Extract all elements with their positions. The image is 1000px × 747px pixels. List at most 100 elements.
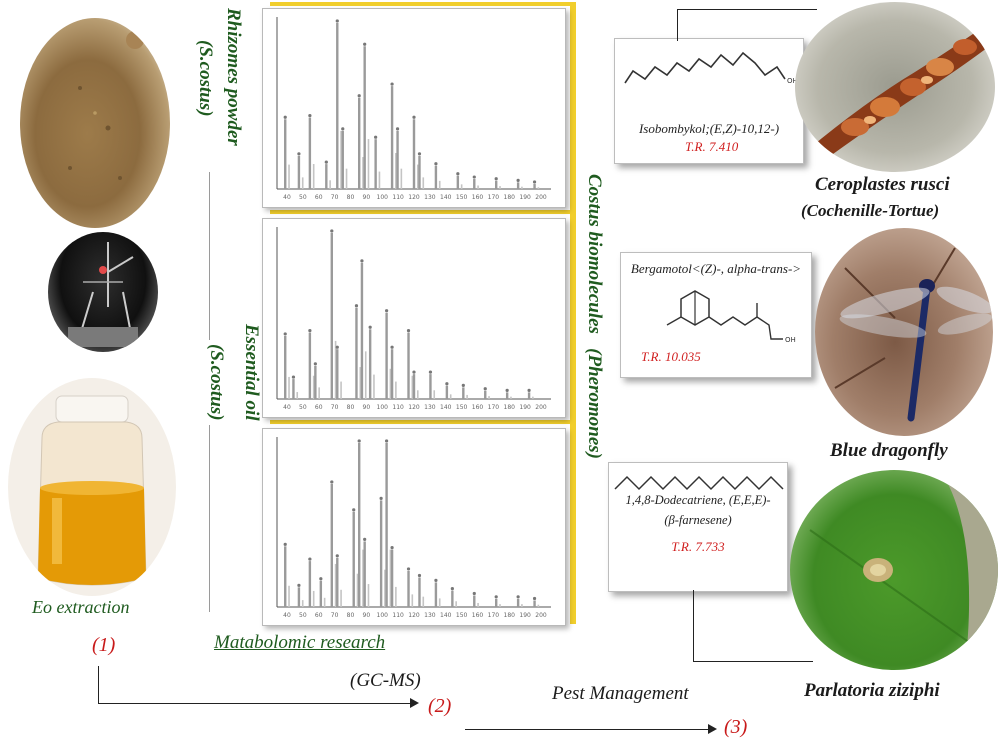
spectrum-tick-label: 70 (331, 194, 339, 201)
spectrum-tick-label: 150 (456, 404, 468, 411)
compound-2-name: Bergamotol<(Z)-, alpha-trans-> (630, 261, 802, 276)
powder-texture-icon (68, 31, 144, 180)
spectrum-minor-peak (359, 367, 362, 399)
spectrum-minor-peak (395, 586, 397, 607)
spectrum-peak (308, 332, 312, 399)
spectrum-peak-marker (532, 596, 537, 601)
spectrum-minor-peak (395, 381, 397, 399)
spectrum-peak-marker (406, 329, 411, 333)
spectrum-tick-label: 160 (472, 612, 484, 619)
spectrum-minor-peak (422, 177, 425, 189)
ceroplastes-rusci-image (795, 2, 995, 172)
spectrum-peak (418, 577, 421, 607)
spectrum-separator-1 (270, 210, 576, 214)
spectrum-peak (473, 595, 476, 607)
flow-line-to-3 (465, 729, 711, 730)
rhizomes-species-label: (S.costus) (195, 40, 216, 117)
spectrum-minor-peak (288, 164, 290, 189)
spectrum-essential-oil: 40 50 60 70 80 90 100 110 120 130 140 150 160 170 180 1… (262, 218, 566, 418)
spectrum-peak (527, 392, 531, 399)
spectrum-peak-marker (374, 135, 378, 139)
spectrum-peak-marker (456, 172, 460, 176)
spectrum-minor-peak (411, 375, 414, 399)
spectrum-peak (533, 600, 536, 607)
spectrum-peak-marker (352, 508, 356, 512)
spectrum-tick-label: 100 (377, 194, 389, 201)
spectrum-peak (363, 541, 366, 607)
spectrum-tick-label: 180 (504, 404, 516, 411)
spectrum-tick-label: 140 (440, 612, 452, 619)
spectrum-tick-label: 190 (519, 194, 531, 201)
spectrum-tick-label: 50 (299, 404, 307, 411)
spectrum-peak (407, 570, 410, 607)
flow-line-down (98, 666, 99, 704)
leaf-scale-insect-icon (809, 470, 998, 670)
spectrum-tick-label: 110 (392, 194, 404, 201)
spectrum-minor-peak (340, 381, 342, 399)
spectrum-pheromone-chart: 40 50 60 70 80 90 100 110 120 130 140 150 160 170 180 1… (276, 437, 551, 619)
spectrum-peak-marker (379, 496, 383, 500)
compound-2-tr: T.R. 10.035 (641, 349, 701, 364)
spectrum-peak-marker (308, 329, 312, 333)
spectrum-peak (445, 385, 449, 399)
spectrum-minor-peak (438, 180, 441, 189)
spectrum-peak (284, 546, 287, 607)
spectrum-peak-marker (445, 382, 449, 386)
spectrum-peak-marker (354, 304, 359, 308)
costus-biomolecules-label: Costus biomolecules (Pheromones) (584, 174, 605, 460)
spectrum-minor-peak (532, 396, 534, 399)
svg-text:OH: OH (785, 336, 796, 344)
spectrum-peak (336, 349, 339, 399)
spectrum-peak (368, 329, 372, 399)
compound-1-tr: T.R. 7.410 (685, 139, 739, 154)
svg-text:OH: OH (787, 77, 798, 85)
eo-extraction-label: Eo extraction (32, 597, 130, 617)
parlatoria-ziziphi-label: Parlatoria ziziphi (804, 680, 940, 701)
spectrum-peak-marker (385, 309, 389, 313)
spectrum-minor-peak (466, 394, 468, 399)
spectrum-peak (325, 164, 328, 189)
spectrum-minor-peak (422, 596, 425, 607)
spectrum-peak-marker (319, 577, 323, 581)
spectrum-peak-marker (357, 439, 361, 443)
spectrum-peak (516, 598, 520, 607)
spectrum-peak-marker (395, 127, 400, 131)
spectrum-tick-label: 180 (504, 612, 516, 619)
spectrum-tick-label: 160 (472, 404, 484, 411)
spectrum-peak-marker (363, 42, 367, 46)
compound-3-name-line1: 1,4,8-Dodecatriene, (E,E,E)- (625, 493, 771, 507)
spectrum-minor-peak (411, 594, 414, 607)
spectrum-peak-marker (516, 178, 520, 182)
spectrum-peak (495, 180, 498, 189)
spectrum-peak (495, 598, 498, 607)
spectrum-peak (434, 582, 438, 607)
spectrum-peak-marker (335, 19, 339, 23)
spectrum-minor-peak (499, 186, 501, 189)
spectrum-peak-marker (406, 567, 411, 571)
spectrum-minor-peak (477, 185, 479, 189)
arrow-head-icon (410, 698, 419, 708)
spectrum-minor-peak (417, 164, 419, 189)
spectrum-peak-marker (363, 537, 367, 541)
spectrum-tick-label: 180 (504, 194, 516, 201)
spectrum-tick-label: 100 (377, 612, 389, 619)
blue-dragonfly-image (815, 228, 993, 436)
spectrum-peak (319, 580, 323, 607)
connector-top-horizontal (677, 9, 817, 10)
metabolomic-research-label: Matabolomic research (214, 632, 386, 653)
spectrum-minor-peak (499, 604, 501, 607)
spectrum-peak (308, 117, 312, 189)
spectrum-peak-marker (516, 595, 520, 599)
spectrum-minor-peak (400, 168, 403, 189)
spectrum-tick-label: 100 (377, 404, 389, 411)
spectrum-tick-label: 80 (347, 612, 355, 619)
spectrum-minor-peak (433, 390, 436, 399)
spectrum-peak-marker (308, 114, 312, 118)
spectrum-tick-label: 110 (392, 404, 404, 411)
spectrum-minor-peak (301, 177, 304, 189)
spectrum-minor-peak (318, 387, 320, 399)
spectrum-minor-peak (373, 374, 375, 399)
spectrum-peak-marker (417, 152, 422, 156)
spectrum-peak (434, 165, 438, 189)
spectrum-peak (516, 182, 520, 189)
